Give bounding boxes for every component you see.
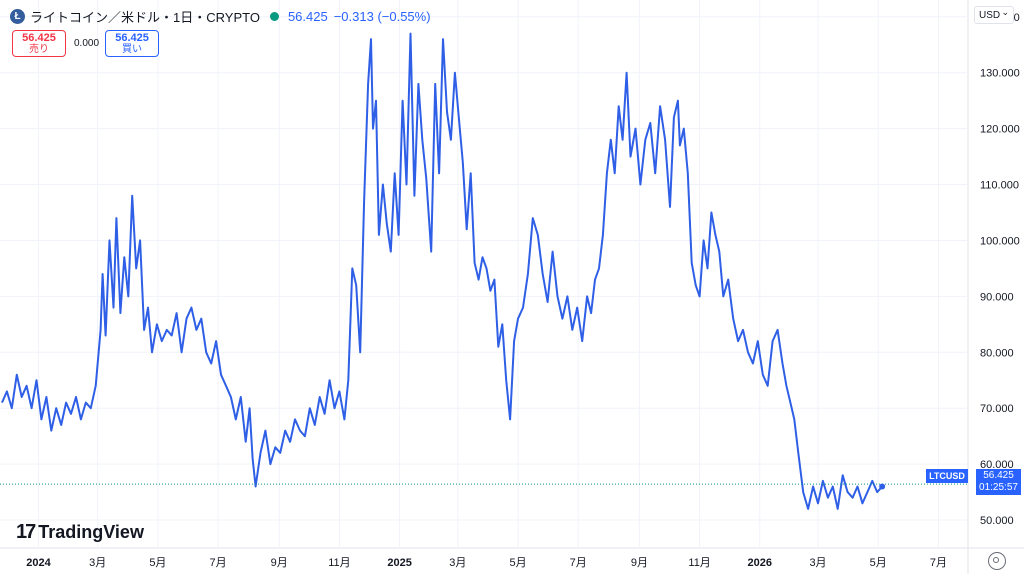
sell-button[interactable]: 56.425 売り: [12, 30, 66, 57]
litecoin-icon: Ł: [10, 8, 25, 24]
x-tick-label: 3月: [89, 557, 106, 569]
y-tick-label: 120.000: [980, 124, 1020, 136]
series-layer: [0, 32, 968, 510]
tradingview-logo[interactable]: 17 TradingView: [16, 521, 144, 544]
x-tick-label: 2025: [387, 557, 411, 569]
x-tick-label: 7月: [210, 557, 227, 569]
x-tick-label: 5月: [149, 557, 166, 569]
y-tick-label: 60.000: [980, 459, 1014, 471]
buy-price: 56.425: [115, 32, 149, 44]
spread-value: 0.000: [74, 38, 100, 49]
price-axis[interactable]: 50.000 60.000 70.000 80.000 90.000 100.000 110…: [980, 12, 1020, 527]
sell-label: 売り: [29, 44, 49, 55]
logo-text: TradingView: [38, 522, 144, 542]
x-tick-label: 7月: [930, 557, 947, 569]
chart-settings-icon[interactable]: [988, 552, 1006, 570]
x-tick-label: 9月: [631, 557, 648, 569]
x-tick-label: 9月: [271, 557, 288, 569]
ltc-price-line: [1, 32, 883, 510]
y-tick-label: 70.000: [980, 403, 1014, 415]
x-tick-label: 11月: [688, 557, 710, 569]
y-tick-label: 90.000: [980, 291, 1014, 303]
symbol-header: Ł ライトコイン／米ドル・1日・CRYPTO 56.425 −0.313 (−0…: [10, 6, 437, 26]
buy-button[interactable]: 56.425 買い: [105, 30, 160, 57]
last-point-marker: [879, 483, 886, 490]
buy-label: 買い: [122, 44, 143, 55]
symbol-tag: LTCUSD: [926, 469, 968, 483]
tv-logo-icon: 17: [16, 521, 36, 543]
trade-panel: 56.425 売り 0.000 56.425 買い: [12, 30, 160, 57]
x-tick-label: 2026: [748, 557, 772, 569]
last-price: 56.425: [287, 8, 328, 24]
market-status-dot-icon: [269, 11, 279, 21]
current-price-value: 56.425: [983, 470, 1014, 481]
symbol-title[interactable]: ライトコイン／米ドル・1日・CRYPTO: [30, 9, 260, 25]
y-tick-label: 130.000: [980, 68, 1020, 80]
currency-value: USD: [979, 9, 1001, 21]
x-tick-label: 3月: [449, 557, 466, 569]
x-tick-label: 11月: [328, 557, 350, 569]
x-tick-label: 3月: [809, 557, 826, 569]
current-price-label: 56.425 01:25:57: [976, 469, 1021, 495]
time-axis[interactable]: 2024 3月 5月 7月 9月 11月 2025 3月 5月 7月 9月 11月 2026 3月 5月 7月: [26, 557, 947, 569]
sell-price: 56.425: [22, 32, 56, 44]
currency-select[interactable]: USD ⌄: [974, 6, 1014, 24]
y-tick-label: 100.000: [980, 235, 1020, 247]
y-tick-label: 80.000: [980, 347, 1014, 359]
y-tick-label: 110.000: [980, 180, 1019, 192]
y-tick-label: 50.000: [980, 515, 1014, 527]
x-tick-label: 5月: [509, 557, 526, 569]
chevron-down-icon: ⌄: [1001, 7, 1009, 17]
x-tick-label: 7月: [570, 557, 587, 569]
price-change: −0.313 (−0.55%): [333, 8, 431, 24]
x-tick-label: 5月: [870, 557, 887, 569]
x-tick-label: 2024: [26, 557, 51, 569]
bar-countdown: 01:25:57: [979, 482, 1018, 493]
